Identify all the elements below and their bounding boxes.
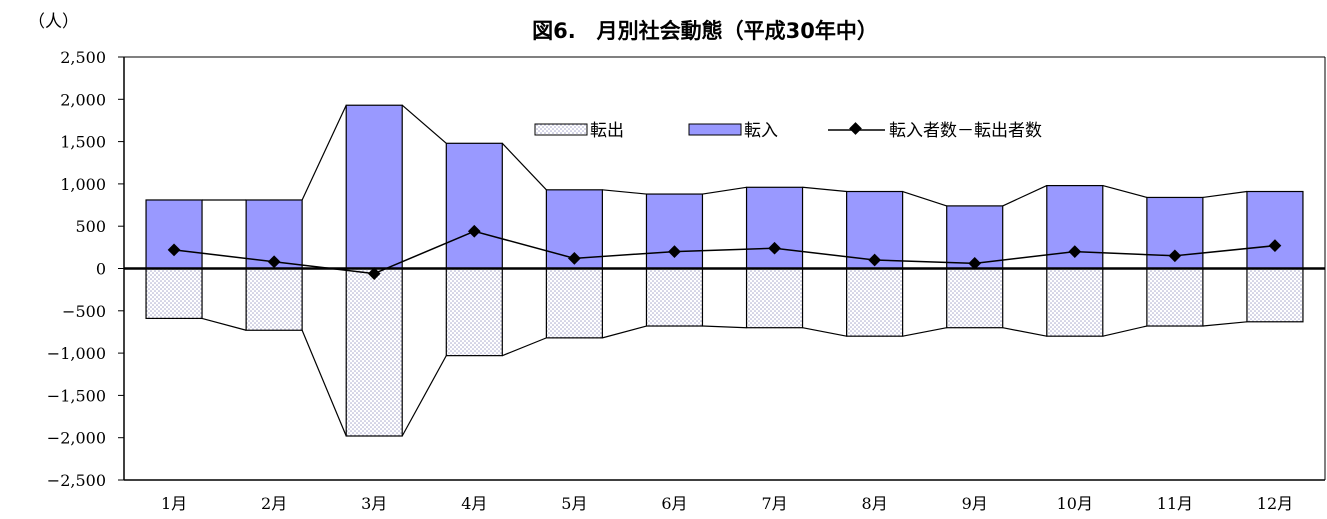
bars	[145, 104, 1304, 437]
net-point	[167, 243, 181, 257]
bar-outflow	[645, 267, 704, 327]
y-tick-label: −500	[62, 302, 106, 321]
connector-line-outflow	[401, 355, 447, 437]
x-tick-label: 4月	[461, 494, 487, 513]
chart-title: 図6. 月別社会動態（平成30年中）	[532, 19, 878, 43]
connector-line-inflow	[1202, 190, 1248, 199]
bar-outflow	[345, 267, 403, 437]
legend-marker-net	[849, 122, 862, 135]
net-point	[267, 255, 281, 269]
bar-outflow	[445, 267, 503, 357]
bar-outflow	[245, 267, 303, 331]
legend-swatch-outflow	[534, 123, 588, 136]
y-unit-label: （人）	[28, 12, 79, 32]
connector-line-inflow	[1102, 185, 1148, 199]
connector-line-outflow	[802, 327, 847, 337]
y-tick-label: −2,000	[47, 429, 106, 448]
y-tick-label: −2,500	[47, 471, 106, 490]
net-point	[568, 251, 581, 265]
connector-line-inflow	[401, 104, 447, 144]
legend: 転出 転入 転入者数－転出者数	[534, 121, 1042, 141]
x-tick-label: 6月	[661, 494, 687, 513]
connector-line-outflow	[1102, 325, 1148, 337]
connector-line-outflow	[702, 325, 747, 329]
connector-line-inflow	[802, 186, 847, 193]
connector-line-inflow	[501, 142, 547, 191]
connector-line-outflow	[1202, 321, 1248, 327]
connector-line-inflow	[602, 189, 647, 195]
legend-swatch-inflow	[688, 123, 742, 136]
x-tick-label: 9月	[962, 494, 988, 513]
bar-inflow	[445, 142, 503, 270]
x-tick-label: 3月	[361, 494, 387, 513]
net-line	[173, 230, 1276, 275]
y-tick-label: 500	[75, 217, 106, 236]
connector-line-inflow	[902, 190, 947, 207]
x-tick-label: 1月	[161, 494, 187, 513]
net-line-series	[167, 224, 1282, 280]
bar-outflow	[145, 267, 203, 320]
net-point	[367, 267, 381, 280]
bar-outflow	[1246, 267, 1304, 323]
y-tick-label: 1,000	[60, 175, 106, 194]
legend-label-net: 転入者数－転出者数	[889, 121, 1042, 141]
bar-outflow	[946, 267, 1004, 329]
y-tick-label: −1,500	[47, 386, 106, 405]
x-tick-label: 8月	[862, 494, 888, 513]
connector-line-inflow	[301, 104, 347, 201]
x-tick-label: 2月	[261, 494, 287, 513]
legend-label-inflow: 転入	[744, 121, 778, 141]
connector-line-outflow	[201, 317, 247, 331]
bar-outflow	[1046, 267, 1104, 337]
connector-lines	[201, 104, 1248, 437]
bar-inflow	[1246, 190, 1304, 270]
connector-line-inflow	[702, 186, 747, 195]
connector-line-inflow	[1002, 185, 1048, 207]
x-tick-label: 5月	[561, 494, 587, 513]
bar-inflow	[345, 104, 403, 270]
net-point	[868, 253, 881, 267]
x-tick-label: 11月	[1157, 494, 1193, 513]
bar-outflow	[745, 267, 804, 329]
y-tick-label: 2,500	[60, 48, 106, 67]
legend-label-outflow: 転出	[590, 121, 624, 141]
bar-inflow	[145, 199, 203, 270]
axes: 2,500 2,000 1,500 1,000 500 0 −500 −1,000 −1,500…	[47, 48, 1326, 513]
y-tick-label: −1,000	[47, 344, 106, 363]
bar-inflow	[745, 186, 804, 270]
net-point	[467, 224, 481, 238]
y-tick-label: 1,500	[60, 133, 106, 152]
bar-outflow	[846, 267, 904, 337]
connector-line-outflow	[902, 327, 947, 337]
x-tick-label: 12月	[1257, 494, 1293, 513]
bar-outflow	[1146, 267, 1204, 327]
connector-line-outflow	[301, 330, 347, 437]
connector-line-outflow	[602, 325, 647, 339]
y-tick-label: 0	[96, 260, 106, 279]
x-tick-label: 7月	[761, 494, 787, 513]
connector-line-outflow	[1002, 327, 1047, 337]
connector-line-outflow	[502, 337, 547, 357]
bar-outflow	[545, 267, 603, 339]
x-tick-label: 10月	[1057, 494, 1093, 513]
y-tick-label: 2,000	[60, 90, 106, 109]
